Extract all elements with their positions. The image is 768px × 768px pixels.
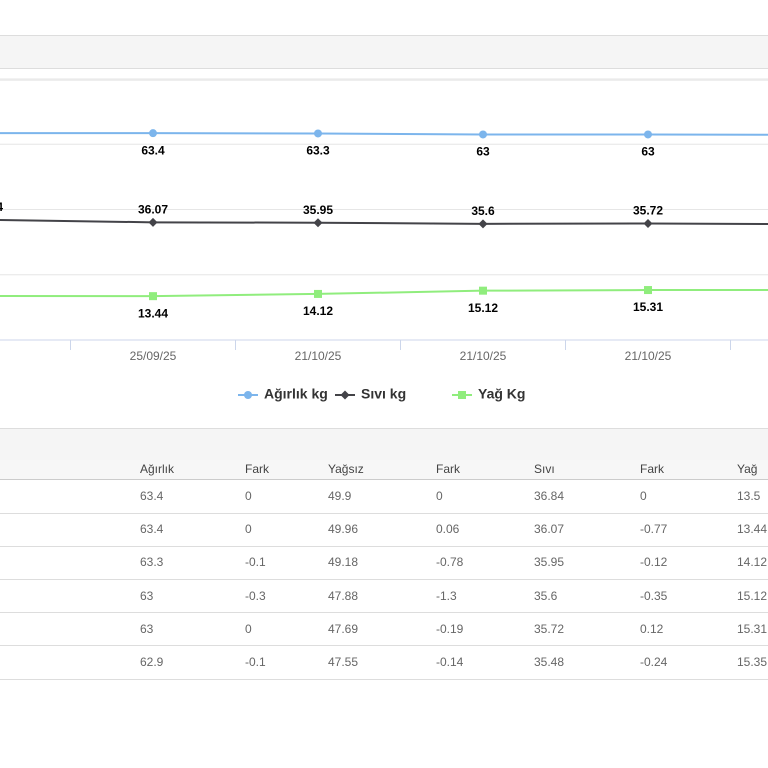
table-cell: -0.24 <box>640 655 668 669</box>
row-border <box>0 579 768 580</box>
table-cell: 35.48 <box>534 655 565 669</box>
legend-label: Ağırlık kg <box>264 386 328 402</box>
x-tick-label: 21/10/25 <box>295 349 342 363</box>
table-cell: 13.5 <box>737 489 761 503</box>
table-cell: -0.3 <box>245 588 266 603</box>
point <box>479 130 487 139</box>
legend-label: Yağ Kg <box>478 386 525 402</box>
table-cell: -0.77 <box>640 522 668 537</box>
table-cell: 63 <box>140 621 154 636</box>
data-label: 63 <box>641 145 655 159</box>
table-cell: 0 <box>640 489 647 503</box>
column-header: Yağ <box>737 462 758 476</box>
table-cell: -1.3 <box>436 588 457 603</box>
point <box>314 289 322 298</box>
table-cell: 13.44 <box>737 522 768 537</box>
table-cell: 15.31 <box>737 621 768 636</box>
point <box>643 218 653 228</box>
point <box>148 217 158 227</box>
point <box>479 286 487 295</box>
x-tick-label: 21/10/25 <box>460 349 507 363</box>
table-cell: 14.12 <box>737 555 768 570</box>
point <box>644 286 652 295</box>
data-label: 36.07 <box>138 202 168 216</box>
table-cell: 63.3 <box>140 555 164 570</box>
data-label: 15.12 <box>468 301 498 315</box>
data-label: 14.12 <box>303 304 333 318</box>
table-cell: 47.69 <box>328 621 359 636</box>
row-border <box>0 612 768 614</box>
row-border <box>0 512 768 514</box>
point <box>149 129 157 138</box>
data-label: 15.31 <box>633 300 663 314</box>
table-cell: -0.14 <box>436 655 464 669</box>
panel-header <box>0 428 768 462</box>
table-cell: 47.55 <box>328 655 359 669</box>
column-header: Fark <box>640 462 664 476</box>
table-cell: 0 <box>436 489 443 503</box>
chart: 25/09/2521/10/2521/10/2521/10/2563.463.4… <box>0 78 768 402</box>
table-cell: 0.12 <box>640 621 664 636</box>
series-line <box>0 218 768 226</box>
data-label: 36.84 <box>0 200 3 214</box>
row-border <box>0 545 768 547</box>
table-cell: 35.95 <box>534 555 565 570</box>
column-header: Fark <box>245 462 269 476</box>
x-tick-label: 25/09/25 <box>130 349 177 363</box>
table-cell: -0.78 <box>436 555 464 570</box>
column-header: Sıvı <box>534 462 555 476</box>
table-cell: 63 <box>140 588 154 603</box>
data-label: 63 <box>476 145 490 159</box>
table-cell: 15.12 <box>737 588 768 603</box>
table-cell: 0 <box>245 621 252 636</box>
table-cell: 49.9 <box>328 489 352 503</box>
series-line <box>0 132 768 136</box>
table-cell: 49.18 <box>328 555 359 570</box>
point <box>478 219 488 229</box>
table-cell: 49.96 <box>328 522 359 537</box>
column-header: Yağsız <box>328 462 364 476</box>
x-tick-label: 21/10/25 <box>625 349 672 363</box>
legend-marker <box>458 391 466 399</box>
table-cell: 0 <box>245 522 252 537</box>
data-label: 63.4 <box>141 143 165 157</box>
legend-marker <box>244 391 252 399</box>
table-cell: -0.19 <box>436 621 464 636</box>
point <box>644 130 652 139</box>
legend-label: Sıvı kg <box>361 386 406 402</box>
table-cell: 62.9 <box>140 655 164 669</box>
point <box>314 129 322 138</box>
chart-border <box>0 79 768 81</box>
table-cell: -0.35 <box>640 588 668 603</box>
table-cell: -0.12 <box>640 555 668 570</box>
point <box>149 292 157 301</box>
data-label: 35.95 <box>303 203 333 217</box>
table-cell: 0 <box>245 489 252 503</box>
table-cell: 63.4 <box>140 522 164 537</box>
table-cell: 36.07 <box>534 522 565 537</box>
table-cell: 0.06 <box>436 522 460 537</box>
point <box>313 218 323 228</box>
data-label: 13.44 <box>138 306 168 320</box>
table-cell: 35.6 <box>534 588 558 603</box>
legend-marker <box>340 390 350 400</box>
data-label: 35.72 <box>633 204 663 218</box>
table-cell: 35.72 <box>534 621 565 636</box>
data-label: 35.6 <box>471 204 495 218</box>
row-border <box>0 645 768 647</box>
data-label: 63.3 <box>306 144 330 158</box>
table-header <box>0 460 768 480</box>
table-cell: 36.84 <box>534 489 565 503</box>
column-header: Ağırlık <box>140 462 175 476</box>
panel-header <box>0 35 768 69</box>
table-cell: -0.1 <box>245 655 266 669</box>
table-cell: 63.4 <box>140 489 164 503</box>
column-header: Fark <box>436 462 460 476</box>
table-cell: -0.1 <box>245 555 266 570</box>
table-cell: 47.88 <box>328 588 359 603</box>
row-border <box>0 678 768 680</box>
series-line <box>0 288 768 298</box>
table-cell: 15.35 <box>737 655 768 669</box>
